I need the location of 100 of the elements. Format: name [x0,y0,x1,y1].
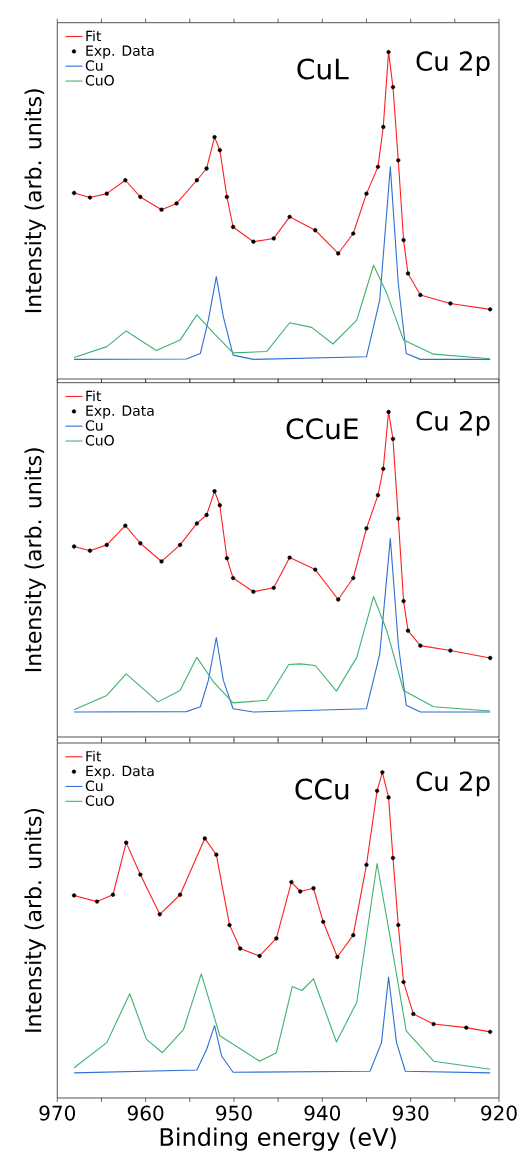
y-axis-title: Intensity (arb. units) [24,808,46,1032]
point [157,912,162,917]
chart-title: CCu [295,778,348,800]
point [224,556,229,561]
x-tick-label: 940 [304,1105,340,1121]
x-tick-label: 930 [392,1105,429,1121]
point [94,899,99,904]
point [194,178,199,183]
point [138,194,143,200]
point [71,893,76,898]
point [395,922,401,928]
point [375,164,380,169]
point [380,770,385,775]
x-tick-label: 920 [480,1105,517,1121]
point [312,567,318,572]
point [401,237,406,243]
point [177,542,182,547]
x-tick-label: 960 [127,1105,164,1121]
point [138,541,143,546]
point [390,436,395,442]
point [386,50,391,55]
point [312,228,318,233]
point [287,214,292,219]
x-tick-label: 970 [39,1105,75,1121]
point [364,526,369,531]
point [487,655,493,661]
point [271,236,276,241]
y-axis-title: Intensity (arb. units) [24,448,46,672]
point [237,946,243,951]
legend-label: Fit [86,390,101,402]
point [217,503,222,508]
point [224,194,229,200]
point [194,521,199,526]
point [297,889,303,894]
legend-label: Cu [85,780,103,792]
point [375,493,380,498]
annotation: Cu 2p [416,411,490,436]
legend-label: Exp. Data [86,405,154,419]
legend-label: Exp. Data [86,765,154,779]
point [487,1029,493,1034]
point [104,191,109,196]
point [386,409,391,415]
point [287,555,292,560]
point [405,628,410,633]
chart-title: CCuE [286,418,358,440]
point [390,84,395,90]
point [311,886,316,891]
y-axis-title: Intensity (arb. units) [24,89,46,313]
point [71,544,76,549]
point [230,575,235,581]
point [230,224,235,230]
point [386,795,391,800]
legend-label: CuO [85,795,114,806]
point [350,575,356,581]
point [177,892,182,897]
point [335,251,341,256]
annotation: Cu 2p [416,51,490,77]
x-axis-title: Binding energy (eV) [160,1127,396,1151]
point [401,599,406,604]
point [274,936,279,941]
point [380,466,386,471]
point [174,201,179,206]
point [104,542,109,547]
point [418,643,423,648]
point [350,231,356,236]
point [204,166,209,171]
point [464,1025,469,1030]
legend-label: Cu [85,420,103,431]
legend-label: CuO [85,435,114,446]
point [335,954,340,960]
point [289,879,294,885]
point [87,548,92,553]
point [257,953,262,959]
point [405,271,410,276]
annotation: Cu 2p [416,771,490,797]
point [448,648,453,653]
point [204,512,209,518]
chart-title: CuL [297,58,349,80]
point [320,919,326,924]
point [251,239,256,244]
point [271,585,276,590]
point [71,190,76,196]
point [364,862,369,867]
point [395,516,401,521]
point [227,922,232,928]
legend-label: Cu [85,60,103,71]
point [401,979,406,985]
point [374,788,379,793]
point [217,148,222,153]
point [411,1011,416,1017]
point [335,597,341,602]
point [380,124,386,130]
point [364,191,369,196]
point [202,836,207,841]
point [110,892,115,897]
legend-label: CuO [85,75,114,86]
x-tick-label: 950 [215,1105,252,1121]
point [395,158,401,163]
legend-label: Fit [86,750,101,762]
point [138,872,143,877]
